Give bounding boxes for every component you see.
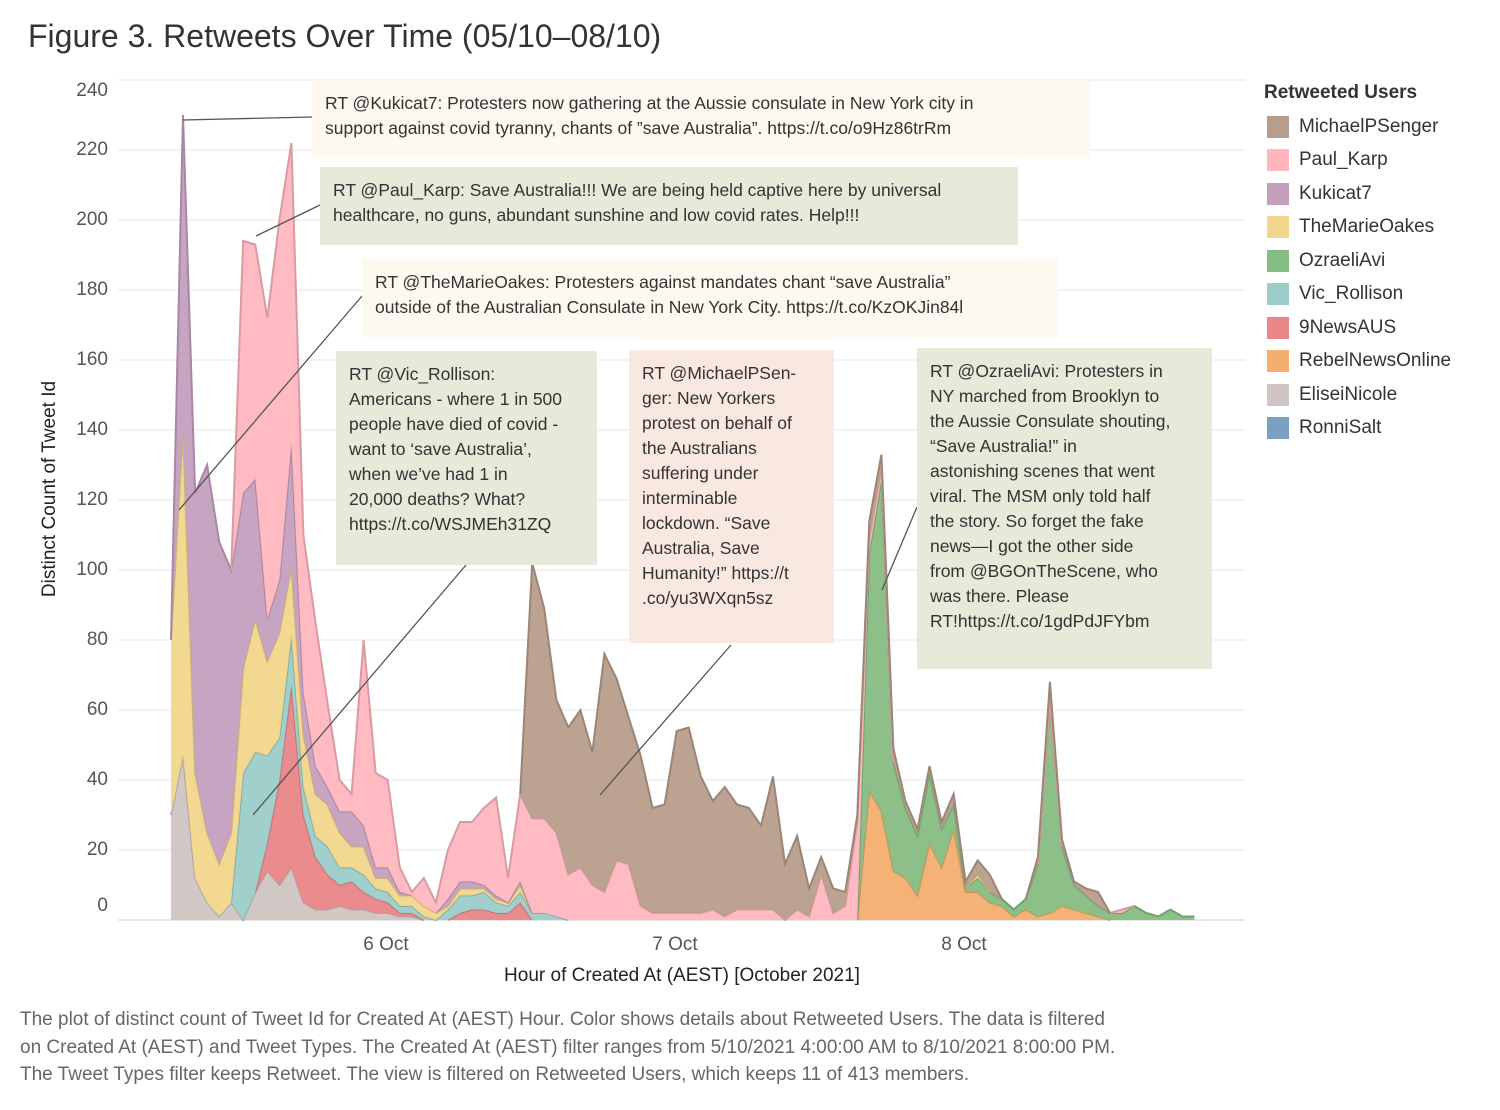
legend-title: Retweeted Users: [1264, 82, 1418, 103]
legend-swatch: [1267, 249, 1289, 272]
y-tick-label: 160: [76, 349, 108, 370]
figure-caption: The plot of distinct count of Tweet Id f…: [20, 1009, 1116, 1085]
leader-line-kukicat7: [182, 116, 313, 121]
y-tick-label: 200: [76, 209, 108, 230]
annotation-ozraeliavi: RT @OzraeliAvi: Protesters in NY marched…: [917, 348, 1212, 669]
legend-swatch: [1267, 383, 1289, 406]
legend: Retweeted Users MichaelPSenger Paul_Karp K…: [1264, 82, 1451, 445]
legend-label: Vic_Rollison: [1299, 283, 1404, 305]
legend-label: Paul_Karp: [1299, 149, 1388, 171]
y-tick-label: 140: [76, 419, 108, 440]
annotation-michaelpsenger: RT @MichaelPSen- ger: New Yorkers protes…: [629, 350, 834, 643]
y-axis-title: Distinct Count of Tweet Id: [39, 380, 60, 598]
annotation-paul-karp: RT @Paul_Karp: Save Australia!!! We are …: [320, 167, 1018, 245]
x-tick-label: 7 Oct: [652, 934, 698, 955]
legend-item-rebelnewsonline[interactable]: RebelNewsOnline: [1264, 345, 1451, 379]
y-tick-label: 220: [76, 139, 108, 160]
legend-item-vic_rollison[interactable]: Vic_Rollison: [1264, 278, 1451, 312]
annotation-vic-rollison: RT @Vic_Rollison: Americans - where 1 in…: [336, 351, 597, 565]
legend-item-ronnisalt[interactable]: RonniSalt: [1264, 412, 1451, 446]
legend-swatch: [1267, 216, 1289, 239]
y-tick-label: 20: [86, 839, 108, 860]
legend-item-9newsaus[interactable]: 9NewsAUS: [1264, 311, 1451, 345]
y-tick-label: 180: [76, 279, 108, 300]
x-tick-label: 8 Oct: [941, 934, 987, 955]
legend-item-kukicat7[interactable]: Kukicat7: [1264, 177, 1451, 211]
legend-swatch: [1267, 182, 1289, 205]
area-michaelpsenger: [171, 115, 1195, 920]
legend-swatch: [1267, 316, 1289, 339]
legend-item-michaelpsenger[interactable]: MichaelPSenger: [1264, 110, 1451, 144]
legend-label: OzraeliAvi: [1299, 249, 1386, 271]
legend-item-themarieoakes[interactable]: TheMarieOakes: [1264, 211, 1451, 245]
legend-label: TheMarieOakes: [1299, 216, 1435, 238]
y-tick-label: 80: [86, 629, 108, 650]
y-tick-label: 0: [97, 895, 108, 916]
legend-label: RebelNewsOnline: [1299, 350, 1452, 372]
x-axis-title: Hour of Created At (AEST) [October 2021]: [504, 965, 860, 986]
legend-label: RonniSalt: [1299, 417, 1382, 439]
x-tick-label: 6 Oct: [363, 934, 409, 955]
y-tick-label: 120: [76, 489, 108, 510]
legend-swatch: [1267, 417, 1289, 440]
legend-label: EliseiNicole: [1299, 383, 1398, 405]
legend-label: 9NewsAUS: [1299, 316, 1397, 338]
legend-swatch: [1267, 350, 1289, 373]
legend-label: Kukicat7: [1299, 182, 1372, 204]
area-eliseinicole: [171, 755, 1195, 920]
annotation-leader-lines: [178, 116, 918, 816]
legend-item-eliseinicole[interactable]: EliseiNicole: [1264, 378, 1451, 412]
leader-line-michaelpsenger: [599, 644, 732, 796]
area-edge-michaelpsenger: [519, 454, 1111, 914]
y-tick-label: 240: [76, 80, 108, 101]
legend-swatch: [1267, 149, 1289, 172]
y-tick-label: 40: [86, 769, 108, 790]
y-tick-label: 100: [76, 559, 108, 580]
leader-line-ozraeliavi: [881, 506, 918, 591]
y-tick-label: 60: [86, 699, 108, 720]
leader-line-vic-rollison: [252, 564, 467, 816]
leader-line-themarieoakes: [178, 295, 363, 511]
area-rebelnewsonline: [171, 755, 1195, 920]
area-series: [170, 114, 1195, 923]
chart-title: Figure 3. Retweets Over Time (05/10–08/1…: [28, 18, 662, 54]
legend-label: MichaelPSenger: [1299, 115, 1439, 137]
legend-item-ozraeliavi[interactable]: OzraeliAvi: [1264, 244, 1451, 278]
legend-item-paul_karp[interactable]: Paul_Karp: [1264, 144, 1451, 178]
annotation-kukicat7: RT @Kukicat7: Protesters now gathering a…: [312, 80, 1090, 157]
annotation-themarieoakes: RT @TheMarieOakes: Protesters against ma…: [362, 259, 1058, 337]
legend-swatch: [1267, 283, 1289, 306]
legend-swatch: [1267, 115, 1289, 138]
leader-line-paul-karp: [255, 204, 321, 237]
